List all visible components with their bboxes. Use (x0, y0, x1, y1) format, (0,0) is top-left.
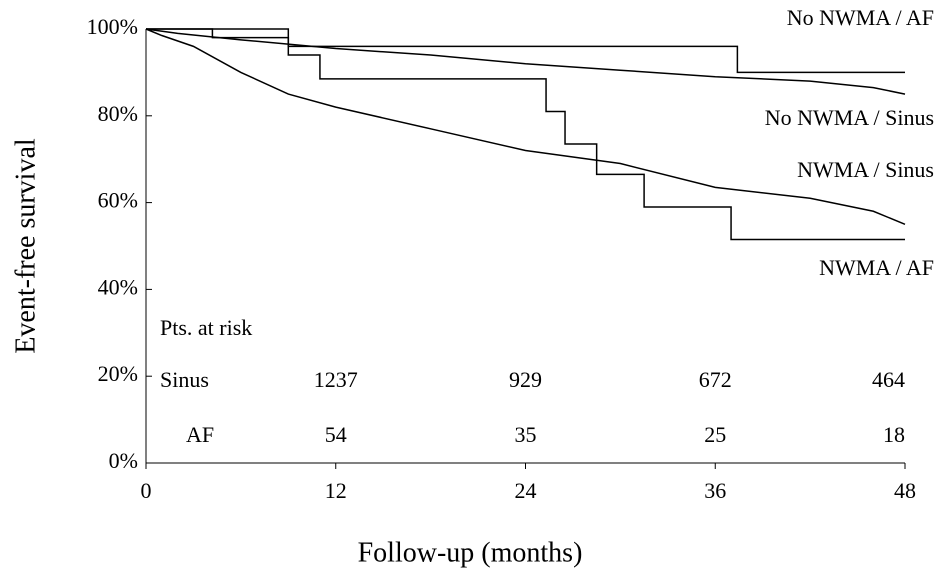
survival-curve (146, 28, 905, 74)
y-tick-label: 100% (87, 14, 138, 39)
risk-row-label: AF (186, 422, 214, 447)
y-tick-label: 60% (98, 188, 138, 213)
y-tick-label: 40% (98, 274, 138, 299)
y-tick-label: 20% (98, 361, 138, 386)
risk-count: 1237 (314, 367, 358, 392)
risk-count: 464 (872, 367, 905, 392)
risk-count: 929 (509, 367, 542, 392)
x-tick-label: 48 (894, 478, 916, 503)
x-tick-label: 24 (515, 478, 537, 503)
curve-label: NWMA / Sinus (797, 157, 934, 182)
curve-label: NWMA / AF (819, 255, 934, 280)
y-axis-label: Event-free survival (10, 138, 41, 354)
survival-curve (146, 28, 905, 241)
risk-count: 54 (325, 422, 347, 447)
x-tick-label: 0 (141, 478, 152, 503)
y-tick-label: 80% (98, 101, 138, 126)
x-tick-label: 12 (325, 478, 347, 503)
x-tick-label: 36 (704, 478, 726, 503)
curve-label: No NWMA / Sinus (765, 105, 934, 130)
risk-count: 18 (883, 422, 905, 447)
survival-curve (145, 28, 906, 95)
x-axis-label: Follow-up (months) (358, 537, 583, 568)
y-tick-label: 0% (109, 448, 138, 473)
survival-curve (145, 28, 906, 225)
curve-label: No NWMA / AF (787, 5, 934, 30)
risk-table-title: Pts. at risk (160, 315, 252, 340)
risk-count: 672 (699, 367, 732, 392)
risk-count: 25 (704, 422, 726, 447)
risk-count: 35 (515, 422, 537, 447)
risk-row-label: Sinus (160, 367, 209, 392)
